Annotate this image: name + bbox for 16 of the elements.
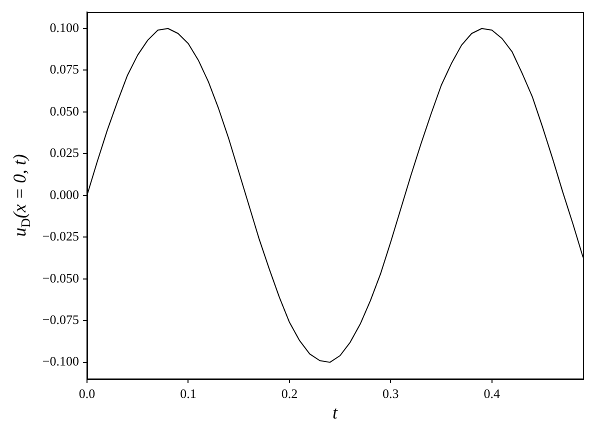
x-tick-label: 0.0 bbox=[78, 386, 96, 402]
y-tick-label: 0.075 bbox=[50, 62, 79, 77]
y-tick-label: −0.100 bbox=[42, 354, 79, 369]
y-tick-label: −0.050 bbox=[42, 270, 79, 286]
y-tick-label: 0.050 bbox=[50, 103, 79, 118]
y-tick-label: −0.025 bbox=[42, 228, 79, 244]
y-axis-title: uD(x = 0, t) bbox=[10, 154, 33, 237]
y-tick-label: −0.075 bbox=[42, 312, 79, 328]
y-tick-label: 0.000 bbox=[50, 186, 79, 202]
x-tick-label: 0.4 bbox=[484, 386, 501, 402]
x-axis-title: t bbox=[332, 402, 338, 423]
y-tick-label: 0.025 bbox=[50, 145, 79, 160]
x-tick-label: 0.3 bbox=[382, 386, 399, 402]
x-tick-label: 0.2 bbox=[281, 386, 298, 402]
x-tick-label: 0.1 bbox=[180, 386, 196, 402]
y-tick-label: 0.100 bbox=[50, 20, 79, 35]
